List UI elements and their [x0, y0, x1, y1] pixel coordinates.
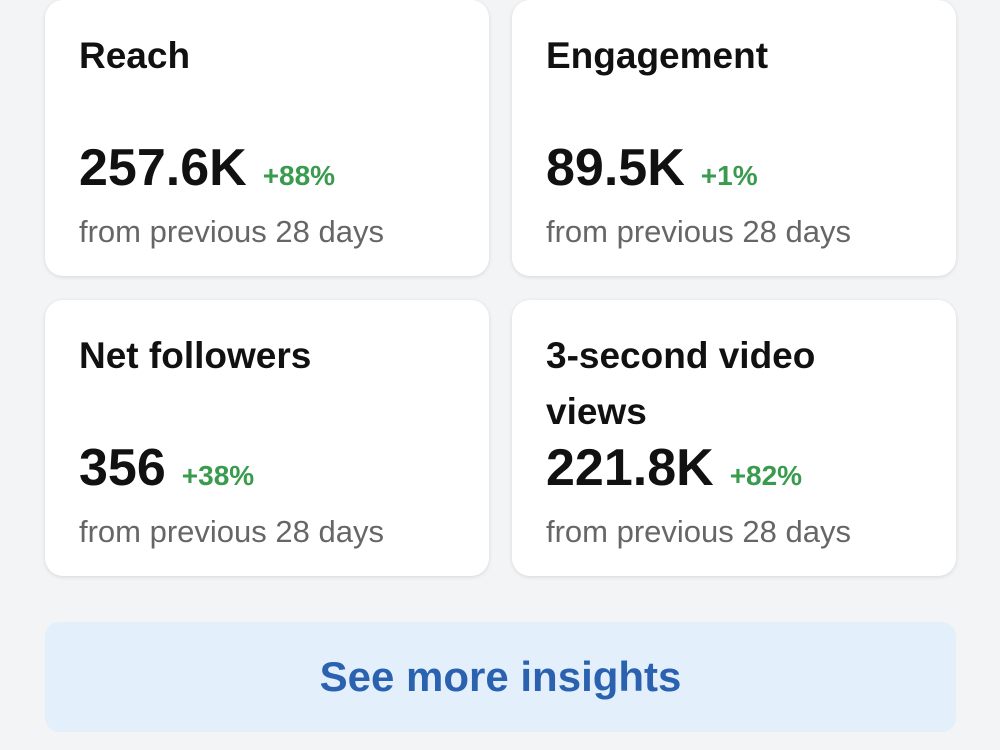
- metric-value: 257.6K: [79, 139, 247, 197]
- metric-change: +82%: [729, 460, 803, 491]
- metric-value: 89.5K: [546, 139, 685, 197]
- metric-title: Net followers: [79, 335, 312, 376]
- metric-note: from previous 28 days: [546, 214, 851, 249]
- metric-card[interactable]: 3-second video views 221.8K +82% from previ…: [512, 300, 956, 576]
- metric-value: 356: [79, 439, 166, 497]
- metric-note: from previous 28 days: [79, 514, 384, 549]
- metric-row: 257.6K +88%: [79, 138, 335, 198]
- metric-card[interactable]: Reach 257.6K +88% from previous 28 days: [45, 0, 489, 276]
- metric-title: Reach: [79, 35, 191, 76]
- see-more-button[interactable]: See more insights: [45, 622, 956, 732]
- metric-row: 356 +38%: [79, 438, 254, 498]
- metric-change: +1%: [700, 160, 758, 191]
- metric-change: +38%: [181, 460, 255, 491]
- metric-row: 221.8K +82%: [546, 438, 802, 498]
- metric-card[interactable]: Net followers 356 +38% from previous 28 day…: [45, 300, 489, 576]
- metric-card[interactable]: Engagement 89.5K +1% from previous 28 days: [512, 0, 956, 276]
- metric-change: +88%: [262, 160, 336, 191]
- metric-value: 221.8K: [546, 439, 714, 497]
- metric-row: 89.5K +1%: [546, 138, 758, 198]
- metric-title: Engagement: [546, 35, 769, 76]
- metric-note: from previous 28 days: [79, 214, 384, 249]
- metric-title: 3-second video views: [546, 335, 816, 432]
- metric-note: from previous 28 days: [546, 514, 851, 549]
